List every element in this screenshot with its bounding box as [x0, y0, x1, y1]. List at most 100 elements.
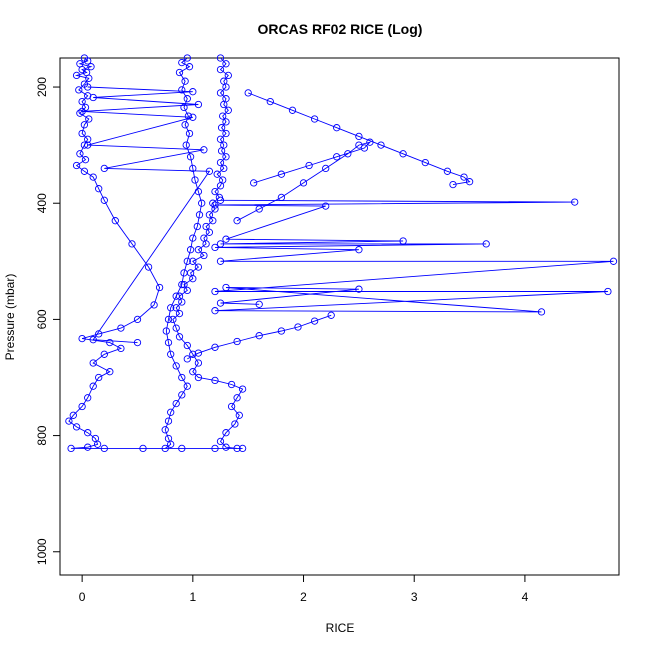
data-point	[604, 287, 612, 296]
data-point	[80, 121, 89, 129]
data-point	[89, 382, 97, 390]
data-point	[89, 173, 97, 181]
data-point	[205, 228, 214, 236]
data-point	[211, 343, 219, 351]
data-point	[195, 211, 204, 219]
data-point	[255, 300, 263, 308]
data-point	[277, 327, 286, 335]
y-tick-label: 200	[35, 77, 49, 97]
data-point	[211, 307, 219, 315]
data-point	[183, 355, 191, 363]
data-point	[76, 150, 84, 158]
data-point	[183, 95, 191, 103]
data-point	[181, 121, 189, 129]
data-point	[183, 257, 191, 265]
data-point	[222, 83, 230, 91]
data-point	[216, 182, 225, 190]
data-point	[213, 170, 221, 178]
data-point	[537, 308, 546, 316]
data-point	[222, 429, 230, 437]
data-point	[355, 285, 363, 293]
data-point	[84, 92, 92, 100]
data-point	[100, 444, 108, 453]
data-point	[150, 301, 158, 309]
data-point	[344, 150, 352, 158]
data-point	[216, 89, 225, 97]
data-point	[194, 263, 203, 271]
data-point	[224, 71, 232, 80]
data-point	[164, 315, 173, 324]
data-point	[244, 89, 252, 97]
series-line-middle-arc	[236, 141, 372, 222]
data-point	[172, 304, 180, 312]
data-point	[211, 205, 219, 213]
data-point	[194, 349, 203, 357]
data-point	[100, 164, 108, 173]
data-point	[355, 132, 363, 141]
data-point	[227, 402, 236, 411]
series-lines	[68, 57, 614, 449]
data-point	[355, 246, 363, 254]
data-point	[78, 129, 86, 138]
data-point	[84, 135, 92, 143]
data-point	[609, 257, 618, 265]
data-point	[78, 402, 86, 411]
data-point	[333, 124, 341, 132]
data-point	[482, 240, 490, 248]
data-point	[178, 444, 186, 453]
data-point	[84, 141, 92, 149]
data-point	[460, 173, 468, 181]
data-point	[216, 299, 225, 307]
data-point	[184, 112, 193, 120]
data-point	[202, 240, 210, 248]
x-tick-label: 3	[411, 590, 418, 604]
y-axis-label: Pressure (mbar)	[3, 274, 17, 361]
data-point	[89, 336, 97, 344]
data-point	[183, 341, 191, 350]
data-point	[198, 199, 206, 207]
data-point	[95, 330, 103, 338]
data-point	[144, 263, 153, 271]
data-point	[167, 350, 175, 358]
data-point	[75, 86, 83, 94]
data-point	[366, 138, 374, 146]
data-point	[189, 88, 197, 96]
data-point	[186, 153, 195, 161]
data-point	[305, 161, 313, 170]
x-axis: 0 1 2 3 4	[79, 574, 529, 604]
data-point	[172, 324, 180, 332]
y-tick-label: 800	[35, 425, 49, 445]
series-line-right-spikes	[214, 199, 614, 313]
data-point	[106, 368, 114, 376]
data-point	[100, 350, 108, 358]
data-point	[222, 235, 230, 243]
data-point	[84, 83, 92, 91]
data-point	[128, 240, 136, 248]
data-point	[93, 440, 102, 448]
data-point	[189, 368, 197, 376]
data-point	[172, 362, 180, 370]
data-point	[87, 63, 95, 71]
data-point	[78, 334, 86, 343]
data-point	[89, 359, 97, 367]
data-point	[172, 399, 180, 408]
data-point	[95, 185, 103, 193]
data-point	[194, 359, 203, 367]
data-point	[216, 437, 225, 446]
data-point	[211, 444, 219, 453]
y-tick-label: 600	[35, 309, 49, 329]
data-point	[169, 315, 177, 324]
data-point	[327, 311, 335, 319]
data-point	[200, 251, 208, 260]
data-point	[161, 426, 169, 434]
data-point	[194, 373, 203, 382]
data-point	[209, 217, 217, 225]
data-point	[189, 234, 197, 242]
data-point	[72, 423, 81, 431]
data-point	[217, 147, 226, 155]
y-axis: 200 400 600 800 1000	[35, 77, 61, 565]
x-tick-label: 1	[189, 590, 196, 604]
data-point	[194, 187, 203, 196]
data-point	[111, 217, 119, 225]
data-point	[222, 153, 230, 161]
